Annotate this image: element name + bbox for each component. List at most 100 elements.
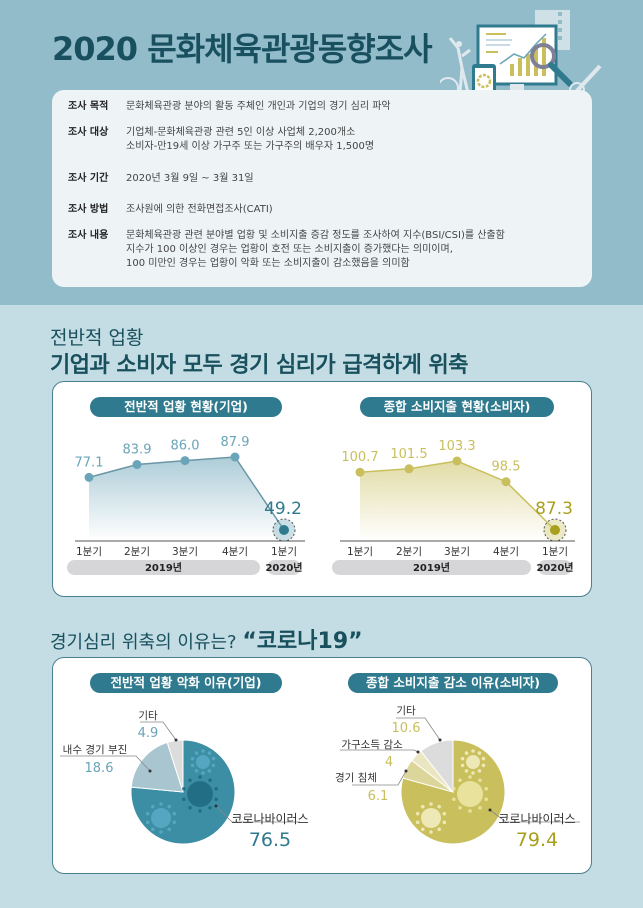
x-tick-label: 3분기 <box>444 546 470 558</box>
info-row-purpose: 조사 목적 문화체육관광 분야의 활동 주체인 개인과 기업의 경기 심리 파악 <box>68 100 592 114</box>
monitor-icon <box>476 24 558 92</box>
data-label: 101.5 <box>390 447 427 462</box>
info-value: 조사원에 의한 전화면접조사(CATI) <box>126 204 273 215</box>
info-value: 기업체-문화체육관광 관련 5인 이상 사업체 2,200개소 소비자-만19세… <box>126 127 375 152</box>
info-row-period: 조사 기간 2020년 3월 9일 ~ 3월 31일 <box>68 172 592 186</box>
leader-dot <box>438 738 442 742</box>
x-tick-label: 1분기 <box>271 546 297 558</box>
data-point <box>84 472 94 482</box>
virus-spike <box>420 827 425 832</box>
virus-spike <box>150 827 155 832</box>
virus-spike <box>471 749 475 753</box>
leader-dot <box>404 769 408 773</box>
x-tick-label: 1분기 <box>76 546 102 558</box>
virus-spike <box>460 763 465 768</box>
page-title: 2020 문화체육관광동향조사 <box>52 30 433 68</box>
leader-line <box>215 805 300 823</box>
chart-title-business: 전반적 업황 현황(기업) <box>90 397 282 417</box>
virus-icon <box>196 755 210 769</box>
virus-spike <box>442 820 447 825</box>
virus-icon <box>187 781 213 807</box>
virus-spike <box>452 797 456 802</box>
section1-subtitle: 전반적 업황 <box>50 327 144 349</box>
virus-spike <box>190 763 195 768</box>
year-group-pill <box>67 560 260 575</box>
data-point <box>230 452 240 462</box>
x-tick-label: 1분기 <box>347 546 373 558</box>
slice-value: 76.5 <box>249 829 291 851</box>
virus-spike <box>194 751 199 755</box>
virus-spike <box>172 811 177 816</box>
virus-spike <box>415 811 420 816</box>
dancer-icon <box>448 37 471 94</box>
info-label: 조사 대상 <box>68 127 109 138</box>
virus-spike <box>484 797 488 802</box>
virus-spike <box>481 763 486 768</box>
info-row-content: 조사 내용 문화체육관광 관련 분야별 업황 및 소비지출 증감 정도를 조사하… <box>68 229 592 271</box>
year-group-pill <box>267 560 301 575</box>
virus-spike <box>214 786 218 791</box>
leader-dot <box>488 808 492 812</box>
year-group-label: 2019년 <box>413 561 450 574</box>
pie-slice <box>130 741 184 793</box>
virus-spike <box>207 769 212 773</box>
virus-spike <box>460 756 465 761</box>
virus-icon-group <box>145 749 218 834</box>
virus-spike <box>188 805 192 810</box>
data-point <box>180 456 190 466</box>
virus-spike <box>464 751 469 755</box>
slice-value: 4.9 <box>138 726 159 741</box>
virus-spike <box>471 771 475 775</box>
year-group-label: 2020년 <box>265 561 302 574</box>
virus-spike <box>429 802 433 806</box>
virus-spike <box>452 786 456 791</box>
virus-spike <box>464 769 469 773</box>
virus-spike <box>190 756 195 761</box>
virus-icon <box>421 808 441 828</box>
virus-spike <box>211 756 216 761</box>
info-value: 2020년 3월 9일 ~ 3월 31일 <box>126 173 254 184</box>
slice-label: 코로나바이러스 <box>498 812 575 826</box>
virus-spike <box>167 827 172 832</box>
virus-spike <box>194 769 199 773</box>
info-value: 문화체육관광 분야의 활동 주체인 개인과 기업의 경기 심리 파악 <box>126 101 391 112</box>
hero-illustration <box>440 10 602 100</box>
section2-answer: “코로나19” <box>242 629 363 654</box>
data-label: 77.1 <box>75 455 104 470</box>
data-point <box>279 525 289 535</box>
info-row-target: 조사 대상 기업체-문화체육관광 관련 5인 이상 사업체 2,200개소 소비… <box>68 126 592 154</box>
slice-label: 기타 <box>138 710 158 722</box>
leader-line <box>489 809 580 823</box>
info-label: 조사 방법 <box>68 204 109 215</box>
year-group-pill <box>332 560 531 575</box>
virus-spike <box>458 805 462 810</box>
data-point <box>355 467 365 477</box>
virus-spike <box>201 771 205 775</box>
virus-spike <box>442 811 447 816</box>
virus-spike <box>208 778 212 783</box>
virus-spike <box>468 775 472 779</box>
slice-label: 경기 침체 <box>335 771 377 784</box>
leader-dot <box>174 738 178 742</box>
virus-spike <box>167 804 172 809</box>
virus-spike <box>182 797 186 802</box>
info-label: 조사 기간 <box>68 173 109 184</box>
section2-question-text: 경기심리 위축의 이유는? <box>50 632 237 653</box>
data-label: 98.5 <box>492 460 521 475</box>
virus-spike <box>145 811 150 816</box>
slice-value: 6.1 <box>368 789 389 804</box>
virus-spike <box>159 830 163 834</box>
leader-line <box>140 721 177 741</box>
slice-label: 코로나바이러스 <box>231 812 308 826</box>
survey-info-box: 조사 목적 문화체육관광 분야의 활동 주체인 개인과 기업의 경기 심리 파악… <box>52 90 592 287</box>
x-tick-label: 2분기 <box>124 546 150 558</box>
virus-spike <box>437 827 442 832</box>
slice-label: 내수 경기 부진 <box>63 743 128 756</box>
virus-icon-group <box>415 749 488 834</box>
data-label: 86.0 <box>171 439 200 454</box>
data-label: 83.9 <box>123 443 152 458</box>
data-label: 87.9 <box>221 435 250 450</box>
data-point <box>132 460 142 470</box>
virus-spike <box>429 830 433 834</box>
x-tick-label: 4분기 <box>222 546 248 558</box>
